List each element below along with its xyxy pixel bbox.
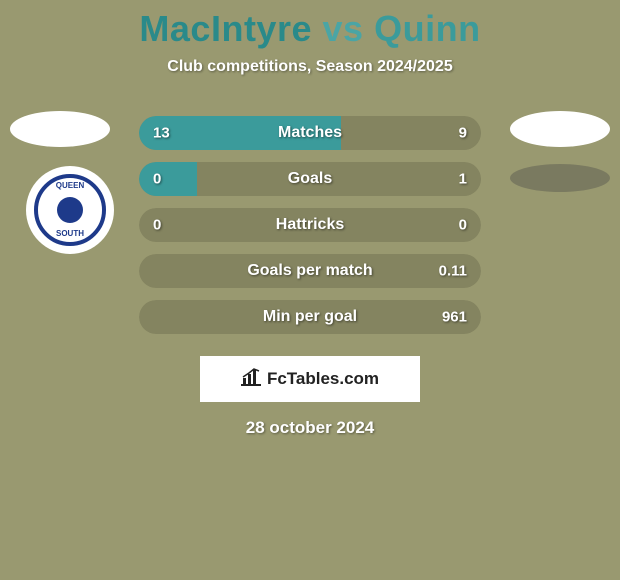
stat-bar: Goals per match 0.11 — [139, 254, 481, 288]
page-title: MacIntyre vs Quinn — [0, 0, 620, 50]
right-badge-placeholder — [510, 111, 610, 147]
stat-right-value: 0.11 — [439, 263, 467, 280]
stat-right-value: 0 — [459, 217, 467, 234]
stat-right-value: 1 — [459, 171, 467, 188]
club-logo-top-text: QUEEN — [56, 182, 84, 190]
stat-right-value: 961 — [442, 309, 467, 326]
vs-text: vs — [323, 8, 364, 49]
subtitle: Club competitions, Season 2024/2025 — [0, 58, 620, 76]
stat-label: Hattricks — [276, 216, 344, 234]
comparison-infographic: MacIntyre vs Quinn Club competitions, Se… — [0, 0, 620, 580]
footer-site-text: FcTables.com — [267, 369, 379, 389]
club-logo-bottom-text: SOUTH — [56, 230, 84, 238]
stat-label: Min per goal — [263, 308, 357, 326]
player1-name: MacIntyre — [139, 8, 312, 49]
right-badge-placeholder-2 — [510, 164, 610, 192]
player2-name: Quinn — [374, 8, 480, 49]
stat-bar: 0 Goals 1 — [139, 162, 481, 196]
stat-bars: 13 Matches 9 0 Goals 1 0 Hattricks 0 Goals per ma… — [139, 116, 481, 334]
left-badge-placeholder — [10, 111, 110, 147]
content-area: QUEEN SOUTH 13Matches90Goals10Hattricks0… — [0, 116, 620, 438]
stat-bar: Min per goal 961 — [139, 300, 481, 334]
stat-label: Goals per match — [247, 262, 372, 280]
chart-icon — [241, 368, 261, 391]
stat-left-value: 13 — [153, 125, 170, 142]
stat-left-value: 0 — [153, 217, 161, 234]
footer-date: 28 october 2024 — [0, 418, 620, 438]
club-logo-emblem — [57, 197, 83, 223]
stat-label: Goals — [288, 170, 332, 188]
footer-site-badge: FcTables.com — [200, 356, 420, 402]
stat-bar: 0 Hattricks 0 — [139, 208, 481, 242]
bar-fill-left — [139, 162, 197, 196]
stat-right-value: 9 — [459, 125, 467, 142]
club-logo-inner: QUEEN SOUTH — [34, 174, 106, 246]
club-logo: QUEEN SOUTH — [26, 166, 114, 254]
stat-bar: 13 Matches 9 — [139, 116, 481, 150]
stat-left-value: 0 — [153, 171, 161, 188]
bar-fill-right — [197, 162, 481, 196]
stat-label: Matches — [278, 124, 342, 142]
